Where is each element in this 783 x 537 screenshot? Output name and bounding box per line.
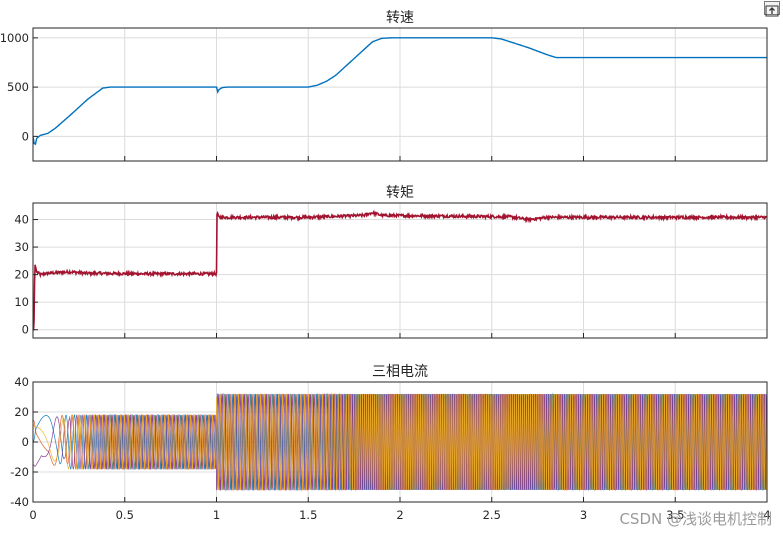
chart-title: 转速: [386, 10, 414, 26]
y-tick-label: 0: [22, 435, 29, 449]
x-tick-label: 0.5: [116, 508, 134, 522]
y-tick-label: 1000: [0, 31, 29, 45]
y-tick-label: 40: [14, 375, 29, 389]
y-tick-label: 10: [14, 295, 29, 309]
series-line: [33, 392, 767, 492]
x-tick-label: 3: [580, 508, 587, 522]
data-layer: [33, 37, 767, 146]
y-tick-label: 40: [14, 213, 29, 227]
x-tick-label: 0: [29, 508, 36, 522]
export-icon[interactable]: [764, 1, 780, 17]
y-tick-label: 20: [14, 405, 29, 419]
chart-1: 0 500 1000 转速: [0, 10, 768, 162]
series-line: [33, 392, 767, 492]
y-tick-label: 500: [7, 80, 29, 94]
watermark: CSDN @浅谈电机控制: [619, 510, 772, 528]
y-tick-label: 30: [14, 240, 29, 254]
y-tick-label: -20: [10, 465, 29, 479]
y-tick-label: 0: [22, 323, 29, 337]
x-tick-label: 4: [763, 508, 770, 522]
data-layer: [33, 392, 767, 492]
x-tick-label: 1.5: [299, 508, 317, 522]
chart-title: 转矩: [386, 185, 414, 201]
y-tick-label: 20: [14, 268, 29, 282]
y-tick-label: 0: [22, 129, 29, 143]
chart-2: 0 10 20 30 40 转矩: [14, 185, 768, 339]
x-tick-label: 2: [396, 508, 403, 522]
chart-3: -40 -20 0 20 40 0 0.5 1 1.5 2 2.5 3 3.5 4 三相电流: [10, 364, 770, 522]
chart-title: 三相电流: [372, 364, 428, 380]
x-tick-label: 2.5: [483, 508, 501, 522]
x-tick-label: 3.5: [666, 508, 684, 522]
series-line: [33, 37, 767, 146]
data-layer: [33, 209, 767, 331]
x-tick-label: 1: [213, 508, 220, 522]
y-tick-label: -40: [10, 495, 29, 509]
series-line: [33, 209, 767, 331]
